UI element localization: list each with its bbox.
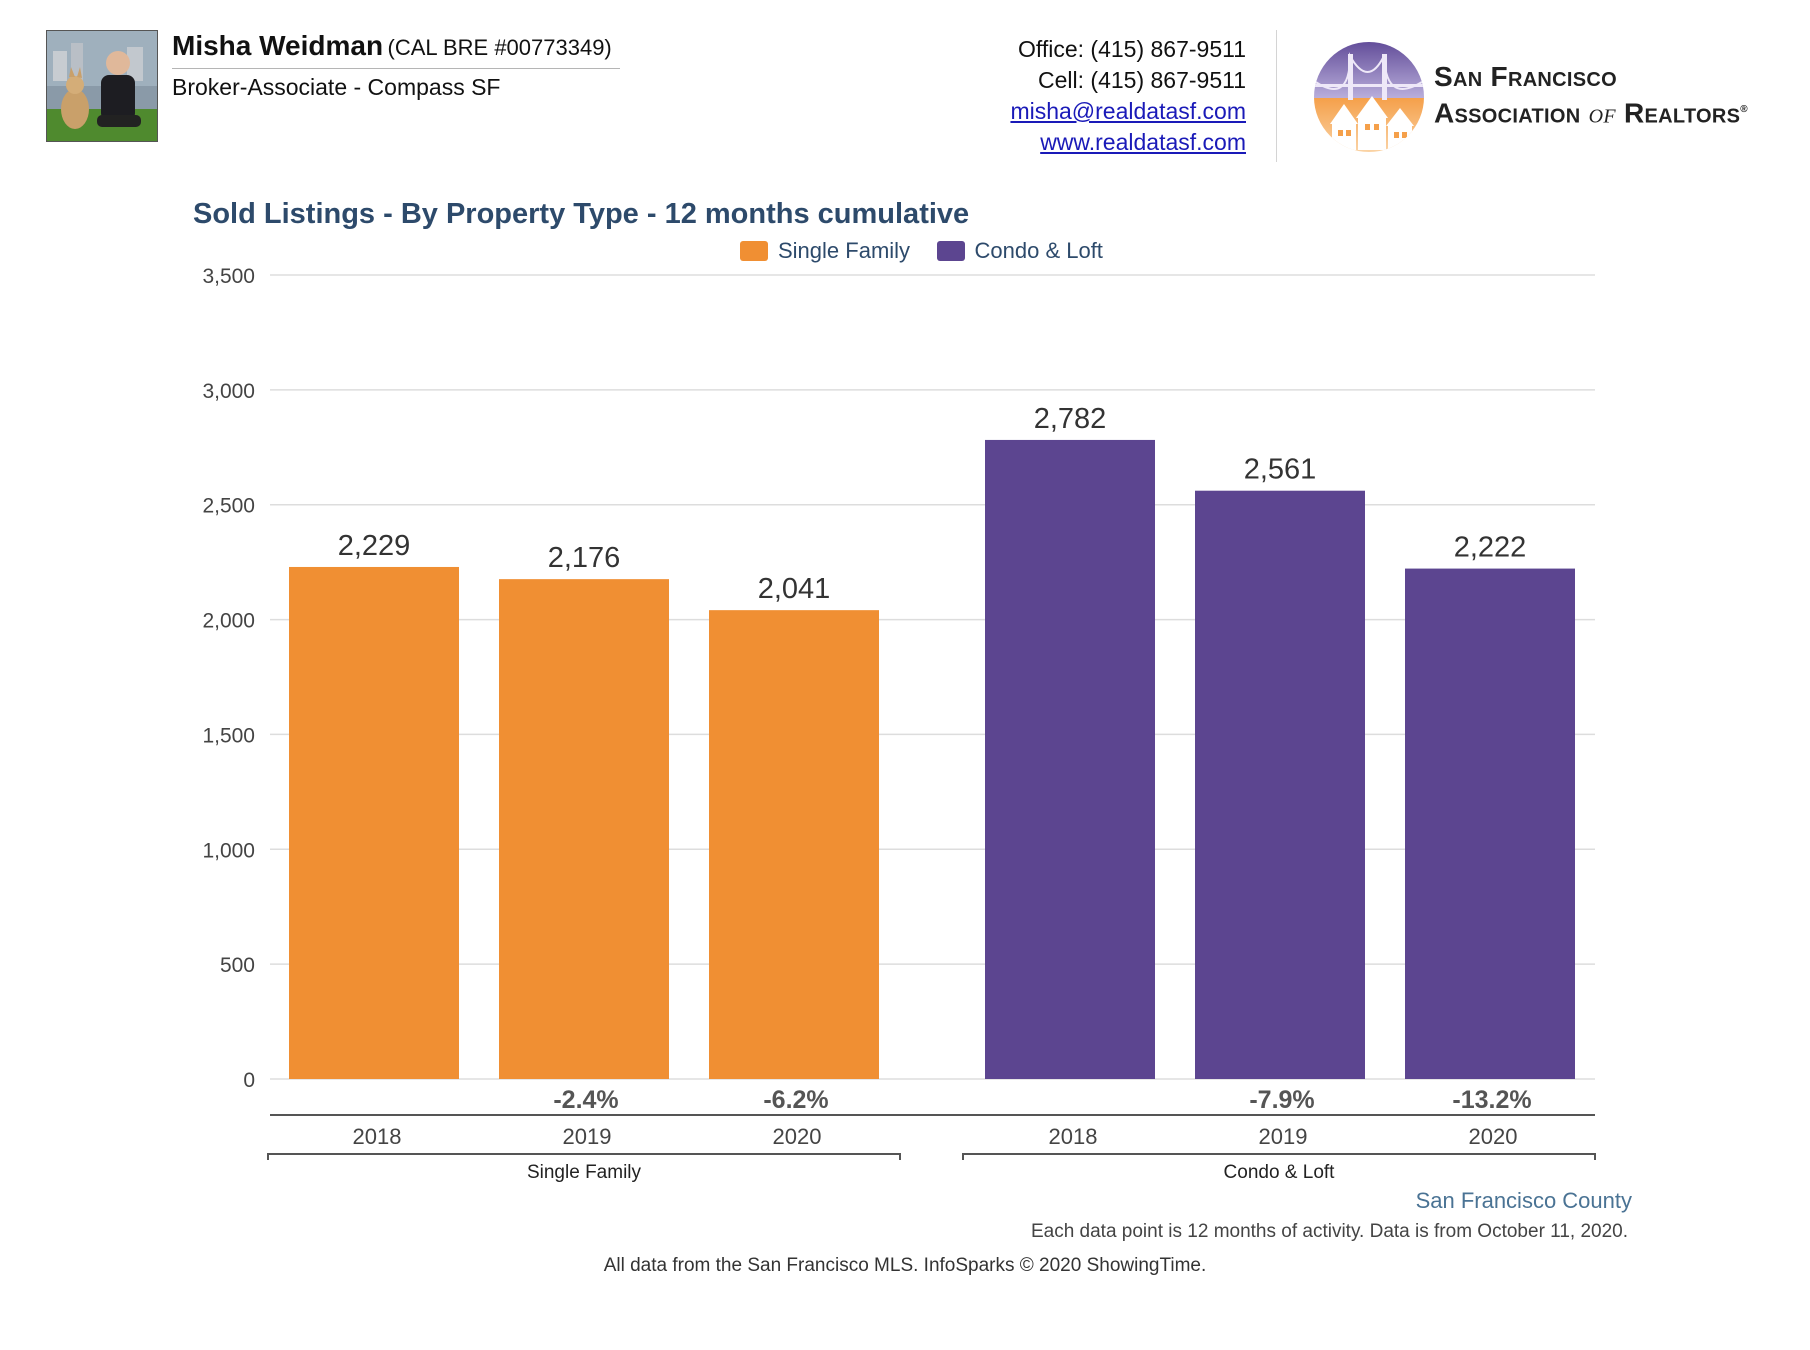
source-note: All data from the San Francisco MLS. Inf… xyxy=(603,1255,1207,1276)
y-tick-label: 0 xyxy=(243,1069,255,1092)
legend-swatch-condo-loft xyxy=(936,241,965,261)
y-tick-label: 1,000 xyxy=(202,839,255,862)
bar-value-label: 2,782 xyxy=(1034,403,1107,435)
bar-value-label: 2,222 xyxy=(1454,532,1527,564)
bar xyxy=(1195,490,1365,1079)
bar xyxy=(1405,568,1575,1079)
legend-label-single-family: Single Family xyxy=(778,238,911,263)
change-label: -6.2% xyxy=(763,1086,828,1114)
website-link[interactable]: www.realdatasf.com xyxy=(1040,129,1246,155)
x-tick-label: 2018 xyxy=(1049,1124,1098,1149)
y-tick-label: 2,000 xyxy=(202,610,255,633)
chart-title: Sold Listings - By Property Type - 12 mo… xyxy=(193,198,970,230)
sfar-association: Association xyxy=(1434,97,1581,129)
data-note: Each data point is 12 months of activity… xyxy=(1030,1221,1628,1242)
x-tick-label: 2019 xyxy=(563,1124,612,1149)
agent-name-line: Misha Weidman (CAL BRE #00773349) xyxy=(172,30,620,69)
change-label: -7.9% xyxy=(1249,1086,1314,1114)
agent-title: Broker-Associate - Compass SF xyxy=(172,74,501,100)
legend-swatch-single-family xyxy=(740,241,768,261)
y-tick-label: 2,500 xyxy=(202,495,255,518)
contact-block: Office: (415) 867-9511 Cell: (415) 867-9… xyxy=(1010,34,1246,158)
y-tick-label: 3,000 xyxy=(202,380,255,403)
x-tick-label: 2020 xyxy=(773,1124,822,1149)
agent-license: (CAL BRE #00773349) xyxy=(387,35,612,60)
header-divider xyxy=(1276,30,1277,162)
legend-label-condo-loft: Condo & Loft xyxy=(974,238,1103,263)
group-bracket xyxy=(267,1153,901,1160)
sfar-name-line2: Association of Realtors® xyxy=(1434,93,1748,130)
agent-photo xyxy=(46,30,158,142)
agent-name: Misha Weidman xyxy=(172,30,384,61)
y-tick-label: 1,500 xyxy=(202,724,255,747)
email-link[interactable]: misha@realdatasf.com xyxy=(1010,98,1246,124)
sfar-realtors: Realtors xyxy=(1623,97,1741,129)
group-bracket xyxy=(962,1153,1596,1160)
bar xyxy=(709,610,879,1079)
sfar-name-line1: San Francisco xyxy=(1434,61,1618,92)
bar xyxy=(985,439,1155,1080)
bar-value-label: 2,041 xyxy=(758,573,831,605)
y-tick-label: 500 xyxy=(220,954,255,977)
legend: Single Family Condo & Loft xyxy=(740,238,1125,264)
region-label: San Francisco County xyxy=(1415,1188,1632,1213)
agent-photo-illustration xyxy=(47,31,157,141)
change-label: -13.2% xyxy=(1452,1086,1531,1114)
office-phone: Office: (415) 867-9511 xyxy=(1017,36,1246,62)
legend-item-condo-loft[interactable]: Condo & Loft xyxy=(936,238,1103,264)
sfar-logo-icon xyxy=(1314,42,1424,152)
bar xyxy=(499,579,669,1079)
sfar-name: San Francisco Association of Realtors® xyxy=(1434,60,1748,130)
bar-value-label: 2,561 xyxy=(1244,454,1317,486)
legend-item-single-family[interactable]: Single Family xyxy=(740,238,910,264)
y-tick-label: 3,500 xyxy=(202,265,255,288)
group-label: Single Family xyxy=(527,1162,642,1183)
x-tick-label: 2018 xyxy=(353,1124,402,1149)
sfar-of: of xyxy=(1588,98,1616,130)
registered-mark: ® xyxy=(1740,104,1748,115)
bar-value-label: 2,229 xyxy=(338,530,411,562)
bar-value-label: 2,176 xyxy=(548,542,621,574)
cell-phone: Cell: (415) 867-9511 xyxy=(1038,67,1246,93)
bar xyxy=(289,566,459,1079)
x-tick-label: 2019 xyxy=(1259,1124,1308,1149)
group-label: Condo & Loft xyxy=(1224,1162,1336,1183)
x-tick-label: 2020 xyxy=(1469,1124,1518,1149)
change-label: -2.4% xyxy=(553,1086,618,1114)
